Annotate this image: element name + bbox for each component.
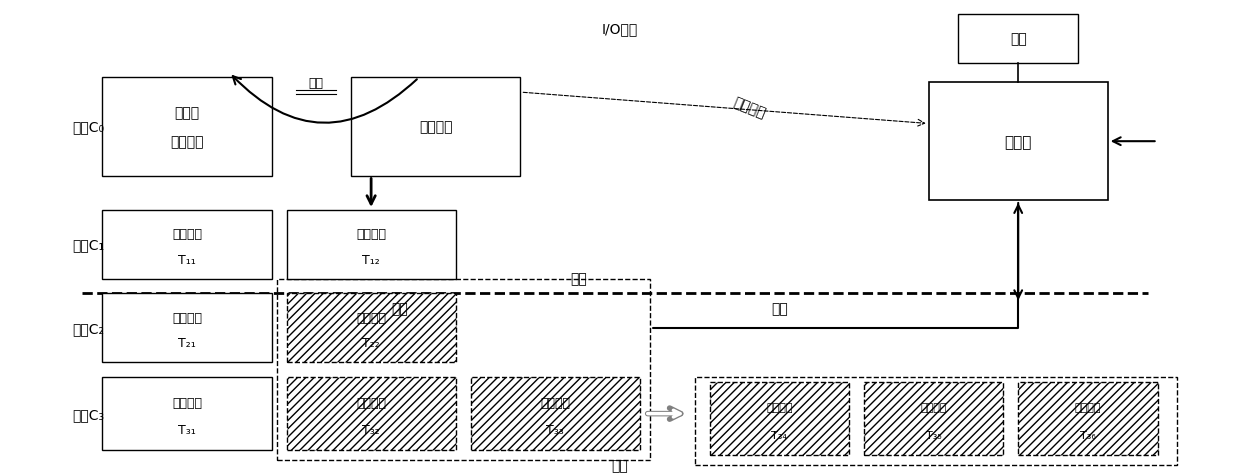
Text: 只读的: 只读的 bbox=[175, 106, 200, 119]
Text: 监听器: 监听器 bbox=[1004, 134, 1032, 149]
Bar bbox=[471, 377, 640, 450]
Bar bbox=[286, 294, 456, 362]
Text: T₃₁: T₃₁ bbox=[179, 424, 196, 436]
Text: 数据文件: 数据文件 bbox=[1075, 403, 1101, 413]
Text: 数据文件: 数据文件 bbox=[172, 311, 202, 324]
Text: 内存数据: 内存数据 bbox=[419, 120, 453, 134]
Text: 计算: 计算 bbox=[1009, 32, 1027, 46]
Text: 流量控制: 流量控制 bbox=[732, 95, 768, 120]
Text: 反馈: 反馈 bbox=[771, 301, 787, 316]
Text: T₃₅: T₃₅ bbox=[926, 430, 941, 440]
Bar bbox=[103, 210, 272, 279]
Bar bbox=[694, 377, 1178, 465]
Text: 数据文件: 数据文件 bbox=[920, 403, 947, 413]
Text: T₃₃: T₃₃ bbox=[547, 424, 564, 436]
Bar bbox=[1018, 382, 1158, 456]
Text: 数据文件: 数据文件 bbox=[172, 228, 202, 241]
Text: T₂₁: T₂₁ bbox=[179, 337, 196, 349]
Text: 数据文件: 数据文件 bbox=[356, 396, 386, 409]
Text: I/O操作: I/O操作 bbox=[601, 22, 639, 36]
Bar bbox=[286, 210, 456, 279]
Text: T₁₂: T₁₂ bbox=[362, 253, 379, 267]
Text: 组件C₀: 组件C₀ bbox=[72, 120, 104, 134]
Bar bbox=[709, 382, 849, 456]
Text: 数据文件: 数据文件 bbox=[541, 396, 570, 409]
Text: T₃₆: T₃₆ bbox=[1080, 430, 1096, 440]
Text: T₂₂: T₂₂ bbox=[362, 337, 379, 349]
Text: 数据文件: 数据文件 bbox=[356, 228, 386, 241]
Text: 组件C₂: 组件C₂ bbox=[72, 321, 104, 335]
Bar bbox=[277, 279, 650, 460]
Bar bbox=[286, 377, 456, 450]
Text: 合并: 合并 bbox=[309, 77, 324, 89]
Text: 数据文件: 数据文件 bbox=[356, 311, 386, 324]
Bar bbox=[103, 78, 272, 176]
Text: 组件C₃: 组件C₃ bbox=[72, 407, 104, 421]
Text: T₁₁: T₁₁ bbox=[179, 253, 196, 267]
Text: T₃₂: T₃₂ bbox=[362, 424, 379, 436]
Bar bbox=[103, 294, 272, 362]
Bar bbox=[351, 78, 521, 176]
Text: 数据文件: 数据文件 bbox=[766, 403, 792, 413]
Text: 数据文件: 数据文件 bbox=[172, 396, 202, 409]
Bar bbox=[103, 377, 272, 450]
Bar bbox=[959, 15, 1078, 63]
Text: 合并: 合并 bbox=[611, 458, 629, 472]
Bar bbox=[864, 382, 1003, 456]
Text: 内存: 内存 bbox=[570, 272, 587, 286]
Text: 内存数据: 内存数据 bbox=[170, 135, 203, 149]
Text: 组件C₁: 组件C₁ bbox=[72, 238, 104, 252]
Text: 磁盘: 磁盘 bbox=[391, 301, 408, 316]
Text: T₃₄: T₃₄ bbox=[771, 430, 787, 440]
Bar bbox=[929, 83, 1107, 201]
